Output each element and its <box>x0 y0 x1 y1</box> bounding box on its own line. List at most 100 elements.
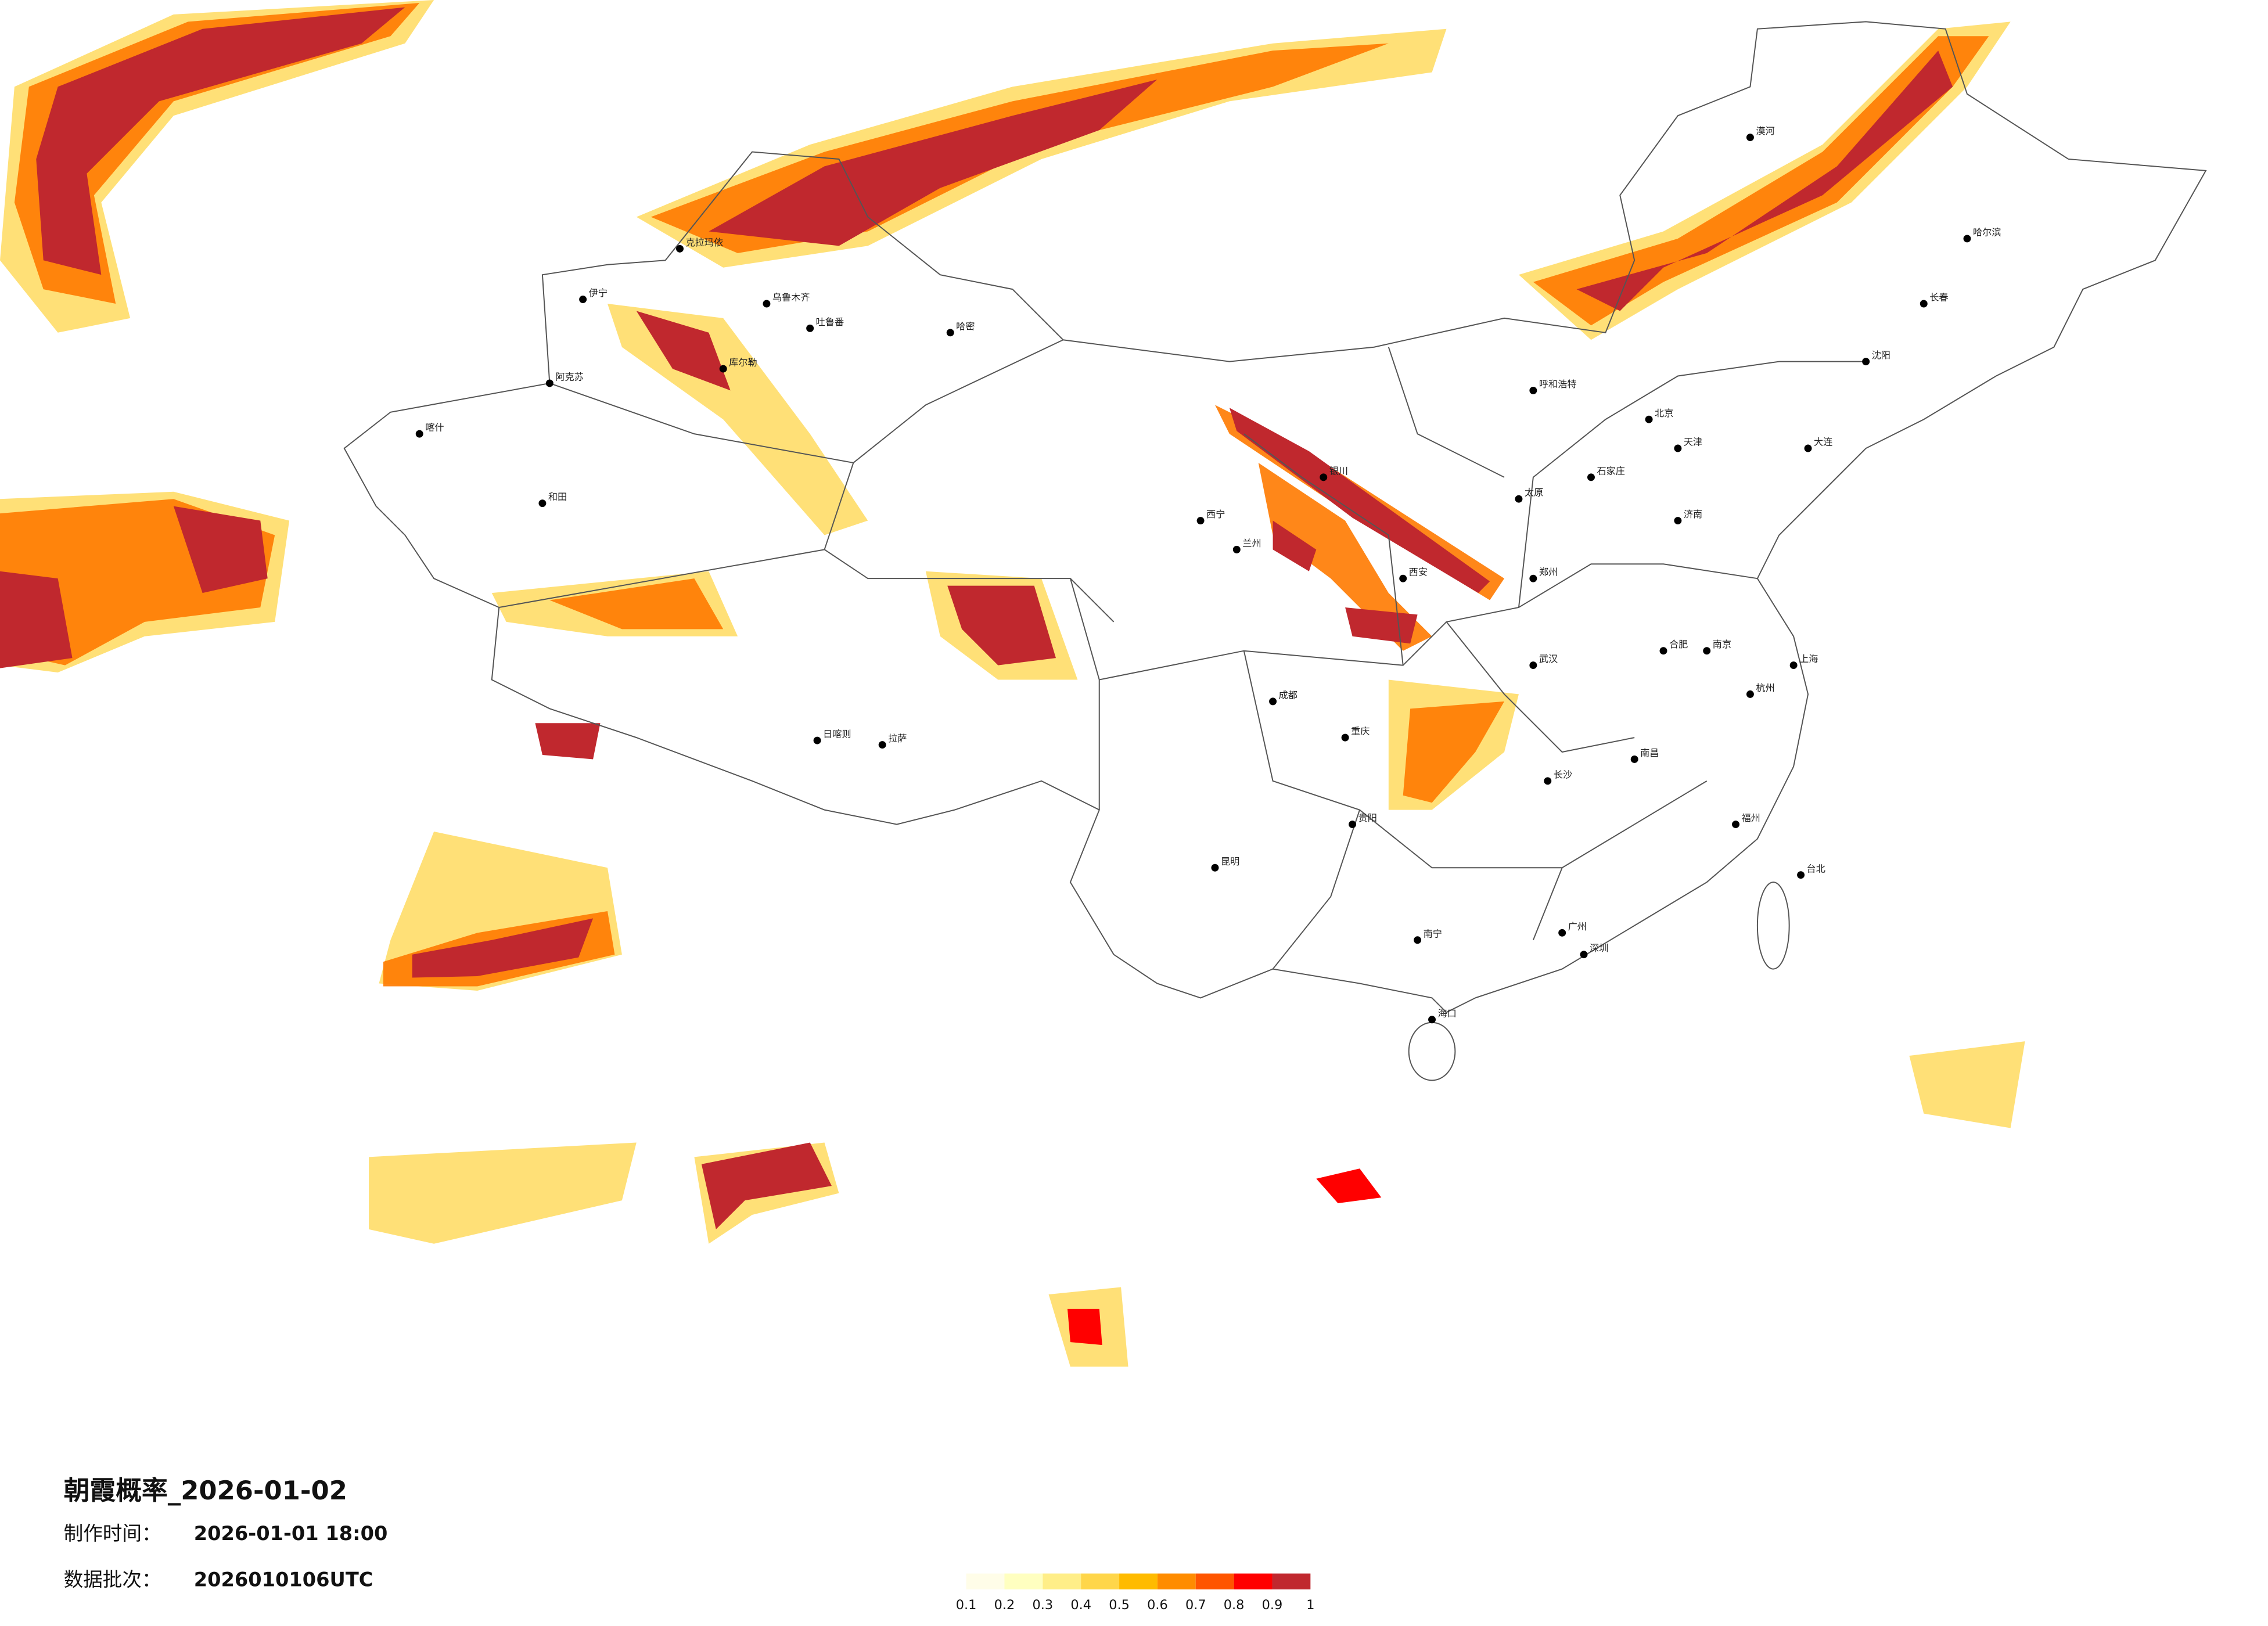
city-dot <box>1963 235 1971 243</box>
info-value: 2026-01-01 18:00 <box>194 1522 388 1545</box>
city-label: 贵阳 <box>1358 812 1377 823</box>
city-label: 长春 <box>1929 292 1948 303</box>
city-label: 广州 <box>1568 921 1587 932</box>
legend-swatch <box>1157 1573 1196 1589</box>
legend-tick-label: 0.4 <box>1070 1598 1091 1613</box>
map-title: 朝霞概率_2026-01-02 <box>64 1475 347 1506</box>
city-dot <box>545 379 553 387</box>
island-outline <box>1756 882 1790 970</box>
city-label: 兰州 <box>1242 538 1261 549</box>
city-label: 深圳 <box>1590 942 1608 954</box>
city-label: 哈尔滨 <box>1973 226 2001 238</box>
city-label: 伊宁 <box>589 287 608 298</box>
city-dot <box>1797 871 1805 879</box>
city-dot <box>1399 574 1407 582</box>
city-dot <box>1862 358 1870 366</box>
city-label: 阿克苏 <box>555 372 584 383</box>
city-label: 和田 <box>548 491 567 502</box>
legend-swatch <box>1272 1573 1311 1589</box>
city-dot <box>1674 517 1682 525</box>
city-dot <box>1659 647 1667 655</box>
probability-area <box>1258 462 1432 651</box>
city-label: 日喀则 <box>823 729 851 740</box>
city-label: 拉萨 <box>888 733 907 744</box>
probability-area <box>1576 51 1953 311</box>
city-label: 太原 <box>1525 487 1543 498</box>
city-dot <box>579 296 587 303</box>
legend-tick-label: 0.2 <box>994 1598 1015 1613</box>
city-label: 上海 <box>1799 653 1818 664</box>
probability-area <box>369 1142 637 1244</box>
city-dot <box>1211 864 1219 872</box>
info-value: 2026010106UTC <box>194 1569 373 1591</box>
city-dot <box>1920 300 1928 308</box>
city-dot <box>1544 777 1552 785</box>
city-label: 合肥 <box>1669 639 1688 650</box>
city-dot <box>1789 661 1798 670</box>
probability-area <box>1533 36 1989 326</box>
city-dot <box>719 365 727 373</box>
city-dot <box>1674 444 1682 452</box>
city-label: 武汉 <box>1539 653 1558 664</box>
city-label: 北京 <box>1655 408 1673 419</box>
country-outline <box>343 21 2207 1013</box>
legend-tick-label: 0.6 <box>1147 1598 1168 1613</box>
legend-swatch <box>1195 1573 1234 1589</box>
legend-swatch <box>1234 1573 1273 1589</box>
city-label: 吐鲁番 <box>816 316 844 328</box>
city-dot <box>1269 697 1277 706</box>
legend-swatch <box>1043 1573 1081 1589</box>
city-label: 喀什 <box>425 422 444 433</box>
city-dot <box>1703 647 1711 655</box>
info-label: 制作时间： <box>64 1522 161 1545</box>
city-label: 南京 <box>1713 639 1731 650</box>
probability-area <box>0 506 268 668</box>
probability-area <box>1403 701 1505 803</box>
city-dot <box>1349 821 1357 829</box>
probability-area <box>549 578 724 629</box>
city-dot <box>1580 951 1588 959</box>
city-dot <box>538 499 547 508</box>
legend-tick-label: 0.7 <box>1185 1598 1206 1613</box>
city-label: 昆明 <box>1221 856 1239 867</box>
city-dot <box>1587 473 1595 481</box>
city-dot <box>1529 574 1537 582</box>
city-label: 长沙 <box>1554 769 1572 780</box>
legend-swatch <box>1119 1573 1158 1589</box>
legend-tick-label: 0.9 <box>1262 1598 1283 1613</box>
city-label: 哈密 <box>956 321 975 332</box>
city-label: 呼和浩特 <box>1539 379 1577 390</box>
color-legend: 0.1 0.2 0.3 0.4 0.5 0.6 0.7 0.8 0.9 1 <box>956 1573 1314 1613</box>
city-label: 郑州 <box>1539 567 1558 578</box>
city-dot <box>1196 517 1205 525</box>
city-label: 西安 <box>1409 567 1428 578</box>
city-dot <box>1341 733 1349 742</box>
probability-area <box>535 723 601 760</box>
province-border <box>499 339 1866 970</box>
info-label: 数据批次： <box>64 1569 161 1591</box>
probability-area <box>412 918 594 978</box>
city-label: 石家庄 <box>1597 465 1625 476</box>
probability-area <box>701 1142 832 1229</box>
city-dot <box>763 300 771 308</box>
city-dot <box>946 329 954 337</box>
city-dot <box>1804 444 1812 452</box>
probability-area <box>1273 520 1418 644</box>
probability-area <box>1229 408 1490 593</box>
probability-area <box>636 311 731 391</box>
city-dot <box>1630 756 1638 763</box>
city-dot <box>676 244 684 253</box>
legend-swatch <box>1081 1573 1120 1589</box>
legend-swatch <box>966 1573 1005 1589</box>
probability-area <box>36 7 405 275</box>
city-label: 南昌 <box>1640 747 1659 758</box>
legend-tick-label: 0.3 <box>1033 1598 1054 1613</box>
city-dot <box>1746 134 1754 142</box>
legend-swatch <box>1004 1573 1043 1589</box>
city-dot <box>813 736 821 744</box>
city-dot <box>1558 929 1566 937</box>
probability-field <box>0 0 2025 1367</box>
probability-area <box>1067 1308 1102 1346</box>
